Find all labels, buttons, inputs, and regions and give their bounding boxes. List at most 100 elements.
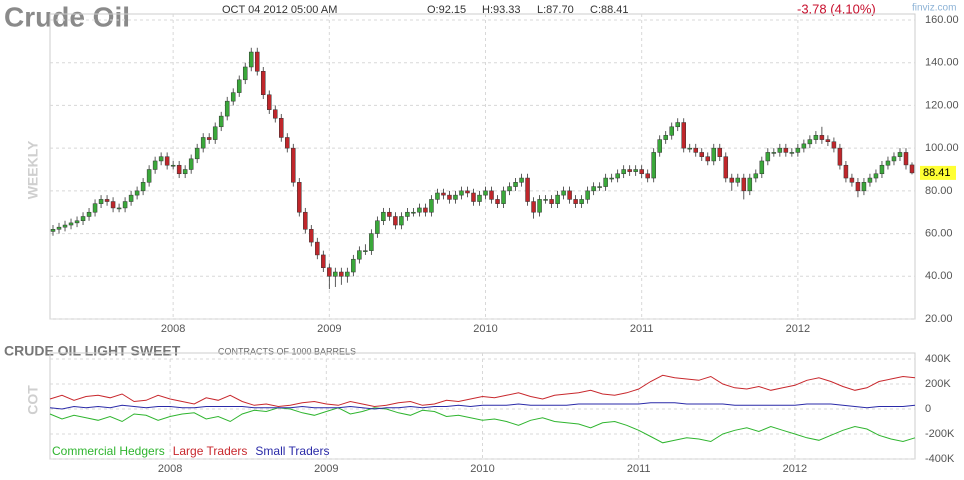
x-tick-label: 2011	[630, 323, 654, 335]
candle-body	[723, 156, 729, 179]
candle-body	[128, 194, 134, 202]
candle-body	[254, 51, 260, 72]
candle-body	[753, 173, 759, 179]
candle-body	[765, 152, 771, 162]
candle-body	[801, 143, 807, 149]
candle-body	[50, 229, 56, 232]
candle-body	[513, 182, 518, 187]
candle-body	[357, 250, 362, 260]
y-axis-label: WEEKLY	[25, 140, 41, 199]
y-tick-label: 80.00	[925, 185, 953, 197]
candle-body	[333, 271, 338, 277]
candle-body	[483, 190, 488, 196]
candle-body	[152, 160, 158, 170]
candle-body	[236, 79, 242, 93]
x-tick-label: 2008	[161, 323, 185, 335]
x-tick-label: 2010	[470, 463, 494, 475]
candle-body	[345, 271, 350, 277]
candle-body	[68, 222, 74, 226]
candle-body	[741, 177, 747, 192]
date: OCT 04 2012 05:00 AM	[222, 4, 337, 16]
candle-body	[327, 267, 332, 277]
candle-body	[567, 190, 572, 200]
candle-body	[621, 169, 626, 175]
candle-body	[855, 182, 861, 192]
candle-body	[242, 66, 248, 81]
candle-body	[591, 186, 596, 192]
candle-body	[657, 139, 662, 153]
candle-body	[549, 199, 554, 204]
candle-body	[176, 164, 182, 175]
x-tick-label: 2012	[786, 323, 810, 335]
candle-body	[891, 156, 897, 162]
candle-body	[771, 152, 777, 154]
candle-body	[681, 122, 686, 149]
candle-body	[441, 192, 446, 196]
candle-body	[909, 164, 915, 174]
series-line	[49, 402, 916, 410]
candle-body	[639, 169, 644, 175]
candle-body	[789, 152, 795, 154]
candle-body	[303, 211, 308, 230]
candle-body	[525, 177, 530, 202]
candle-body	[435, 192, 440, 200]
candle-body	[663, 135, 668, 140]
y-tick-label: 140.00	[925, 57, 959, 69]
candle-body	[218, 115, 224, 128]
y-tick-label: -200K	[925, 428, 955, 440]
y-tick-label: 200K	[925, 378, 951, 390]
x-tick-label: 2009	[314, 463, 338, 475]
candle-body	[321, 254, 326, 268]
candle-body	[146, 169, 152, 183]
candle-body	[693, 147, 698, 153]
candle-body	[747, 177, 753, 192]
x-tick-label: 2011	[627, 463, 651, 475]
candle-body	[158, 156, 164, 162]
candle-body	[423, 207, 428, 213]
y-tick-label: 40.00	[925, 270, 953, 282]
candle-body	[98, 199, 104, 204]
candle-body	[885, 160, 891, 166]
candle-body	[645, 173, 650, 179]
candle-body	[573, 199, 578, 204]
candle-body	[194, 147, 200, 160]
candle-body	[230, 92, 236, 102]
candle-body	[495, 199, 500, 204]
candle-body	[86, 211, 92, 217]
price-label-box	[920, 165, 956, 180]
candle-body	[867, 177, 873, 183]
candle-body	[417, 207, 422, 213]
y-tick-label: -400K	[925, 453, 955, 465]
candle-body	[543, 199, 548, 201]
change: -3.78 (4.10%)	[797, 1, 876, 16]
series-line	[49, 374, 916, 408]
candle-body	[375, 220, 380, 234]
candle-body	[705, 156, 711, 162]
close-label: C:88.41	[590, 4, 629, 16]
y-tick-label: 400K	[925, 353, 951, 365]
candle-body	[879, 164, 885, 175]
candle-body	[140, 182, 146, 192]
candle-body	[531, 201, 536, 213]
cot-title: CRUDE OIL LIGHT SWEET	[4, 343, 181, 359]
candle-body	[279, 117, 284, 138]
candle-body	[248, 51, 254, 68]
y-tick-label: 160.00	[925, 14, 959, 26]
candle-body	[633, 169, 638, 172]
candle-body	[80, 216, 86, 222]
candle-body	[387, 211, 392, 217]
candle-body	[615, 173, 620, 179]
candle-body	[170, 164, 176, 167]
candle-body	[206, 137, 212, 140]
candle-body	[861, 182, 867, 192]
candle-body	[285, 137, 290, 149]
candle-body	[453, 194, 458, 200]
y-tick-label: 100.00	[925, 142, 959, 154]
candle-body	[837, 147, 843, 166]
candle-body	[92, 203, 98, 213]
candle-body	[363, 250, 368, 252]
candle-body	[825, 139, 831, 142]
price-label: 88.41	[923, 167, 951, 179]
